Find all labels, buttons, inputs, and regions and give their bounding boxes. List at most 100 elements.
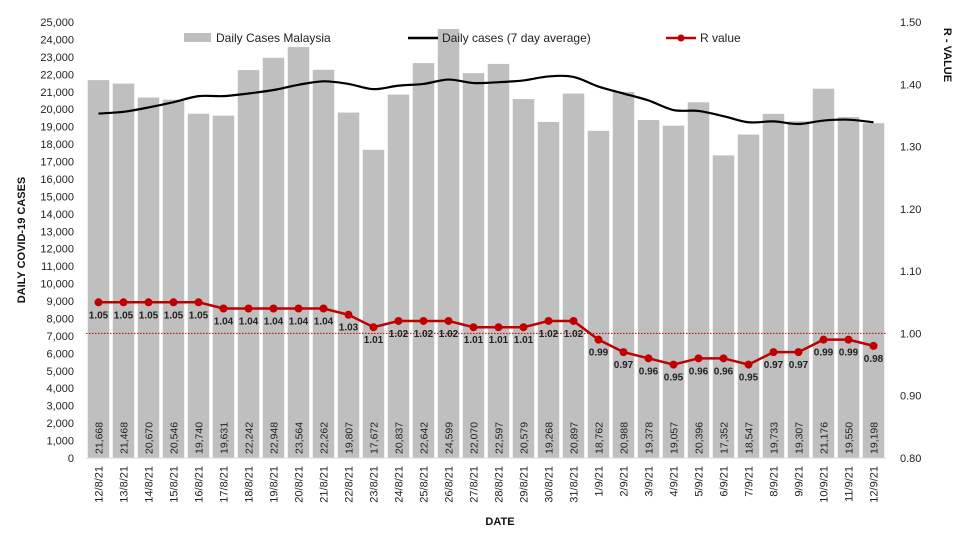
y2-tick-label: 1.30 [900, 142, 921, 154]
daily-cases-bar-label: 20,396 [694, 422, 706, 454]
r-value-marker [594, 335, 603, 344]
legend: Daily Cases Malaysia Daily cases (7 day … [184, 31, 741, 45]
r-value-marker [619, 348, 628, 357]
left-axis-ticks: 0 1,000 2,000 3,000 4,000 5,000 6,000 7,000 8,00… [40, 17, 74, 465]
daily-cases-bar-label: 20,988 [619, 422, 631, 454]
daily-cases-bar-label: 19,378 [644, 422, 656, 454]
y-tick-label: 6,000 [46, 348, 74, 360]
daily-cases-bar [787, 121, 810, 458]
daily-cases-bar [512, 99, 535, 459]
daily-cases-bar [162, 99, 185, 458]
r-value-label: 0.96 [714, 366, 734, 377]
right-axis-ticks: 0.80 0.90 1.00 1.10 1.20 1.30 1.40 1.50 [900, 17, 921, 465]
x-axis-title: DATE [485, 516, 514, 528]
y-tick-label: 7,000 [46, 331, 74, 343]
x-tick-label: 3/9/21 [644, 466, 656, 497]
daily-cases-bar [812, 88, 835, 459]
r-value-marker [244, 304, 253, 313]
r-value-marker [544, 316, 553, 325]
daily-cases-bar [562, 93, 585, 458]
x-tick-label: 2/9/21 [619, 466, 631, 497]
r-value-label: 0.97 [764, 360, 784, 371]
x-tick-label: 19/8/21 [269, 466, 281, 503]
daily-cases-bar [737, 134, 760, 458]
y-tick-label: 23,000 [40, 52, 74, 64]
y-tick-label: 22,000 [40, 69, 74, 81]
r-value-marker [519, 323, 528, 332]
daily-cases-bar-label: 22,948 [269, 422, 281, 454]
r-value-marker [669, 360, 678, 369]
y2-tick-label: 1.40 [900, 79, 921, 91]
daily-cases-bar [187, 113, 210, 458]
r-value-label: 0.97 [614, 360, 634, 371]
x-tick-label: 25/8/21 [419, 466, 431, 503]
r-value-label: 1.04 [264, 317, 284, 328]
y-tick-label: 0 [68, 453, 74, 465]
x-tick-label: 27/8/21 [469, 466, 481, 503]
daily-cases-bar [212, 115, 235, 458]
y2-tick-label: 1.00 [900, 328, 921, 340]
daily-cases-bar-label: 19,807 [344, 422, 356, 454]
x-tick-label: 29/8/21 [519, 466, 531, 503]
x-tick-label: 22/8/21 [344, 466, 356, 503]
x-tick-label: 6/9/21 [719, 466, 731, 497]
r-value-marker [769, 348, 778, 357]
r-value-marker [819, 335, 828, 344]
r-value-marker [719, 354, 728, 363]
daily-cases-bar [837, 117, 860, 458]
daily-cases-bar-label: 19,307 [794, 422, 806, 454]
daily-cases-bar [537, 121, 560, 459]
daily-cases-bar-label: 19,268 [544, 422, 556, 454]
r-value-marker [169, 298, 178, 307]
r-value-marker [569, 316, 578, 325]
legend-daily-cases-label: Daily Cases Malaysia [216, 31, 331, 45]
x-tick-label: 24/8/21 [394, 466, 406, 503]
daily-cases-bar [437, 28, 460, 459]
r-value-label: 1.05 [164, 310, 184, 321]
x-tick-label: 12/9/21 [869, 466, 881, 503]
r-value-label: 1.02 [389, 329, 409, 340]
r-value-label: 0.96 [639, 366, 659, 377]
r-value-marker [194, 298, 203, 307]
x-tick-label: 17/8/21 [219, 466, 231, 503]
y-tick-label: 11,000 [41, 261, 74, 273]
daily-cases-bar [362, 149, 385, 458]
daily-cases-bar [862, 123, 885, 458]
daily-cases-bar [137, 97, 160, 458]
r-value-label: 0.99 [589, 348, 609, 359]
y-tick-label: 15,000 [40, 191, 74, 203]
r-value-marker [144, 298, 153, 307]
x-tick-label: 26/8/21 [444, 466, 456, 503]
x-tick-label: 1/9/21 [594, 466, 606, 497]
y2-tick-label: 0.80 [900, 453, 921, 465]
x-tick-label: 20/8/21 [294, 466, 306, 503]
y2-tick-label: 0.90 [900, 391, 921, 403]
x-tick-label: 8/9/21 [769, 466, 781, 497]
r-value-label: 0.99 [839, 348, 859, 359]
daily-cases-bar [287, 47, 310, 459]
daily-cases-bar [712, 155, 735, 459]
legend-bar-swatch [184, 33, 211, 42]
r-value-label: 1.03 [339, 323, 359, 334]
r-value-label: 1.04 [239, 317, 259, 328]
daily-cases-bar-label: 20,837 [394, 422, 406, 454]
r-value-line: 1.05 1.05 1.05 1.05 1.05 1.04 1.04 1.04 1.04 1.04… [89, 298, 884, 384]
daily-cases-bar-label: 22,597 [494, 422, 506, 454]
r-value-marker [469, 323, 478, 332]
x-tick-label: 15/8/21 [169, 466, 181, 503]
r-value-label: 0.96 [689, 366, 709, 377]
x-tick-label: 28/8/21 [494, 466, 506, 503]
legend-average-label: Daily cases (7 day average) [442, 31, 591, 45]
x-tick-label: 4/9/21 [669, 466, 681, 497]
daily-cases-bar [262, 57, 285, 459]
daily-cases-bar [87, 80, 110, 458]
r-value-label: 0.99 [814, 348, 834, 359]
daily-cases-bar-labels: 21,668 21,468 20,670 20,546 19,740 19,631 22,2… [94, 422, 881, 454]
r-value-marker [269, 304, 278, 313]
daily-cases-bar-label: 19,550 [844, 422, 856, 454]
daily-cases-bar-label: 19,631 [219, 422, 231, 454]
daily-cases-bar-label: 20,670 [144, 422, 156, 454]
r-value-marker [119, 298, 128, 307]
r-value-marker [344, 310, 353, 319]
x-tick-label: 23/8/21 [369, 466, 381, 503]
